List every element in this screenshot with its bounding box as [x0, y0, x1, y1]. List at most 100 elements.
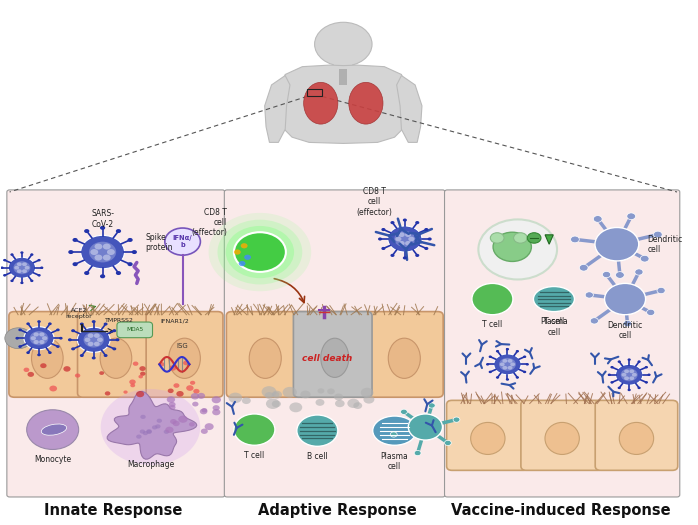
Circle shape — [22, 269, 27, 273]
Text: ACE2
receptor: ACE2 receptor — [66, 309, 92, 319]
Circle shape — [201, 428, 208, 434]
Circle shape — [136, 435, 142, 439]
Circle shape — [132, 250, 137, 254]
Circle shape — [514, 233, 527, 243]
Circle shape — [640, 255, 649, 262]
Circle shape — [500, 362, 505, 366]
Circle shape — [140, 366, 146, 371]
Circle shape — [131, 384, 135, 387]
Circle shape — [244, 255, 251, 260]
Circle shape — [225, 226, 294, 278]
Circle shape — [48, 351, 52, 354]
Circle shape — [408, 414, 443, 440]
FancyBboxPatch shape — [224, 190, 445, 497]
Circle shape — [591, 318, 598, 324]
Ellipse shape — [388, 338, 420, 379]
Circle shape — [56, 345, 60, 348]
Circle shape — [20, 251, 24, 254]
Circle shape — [506, 348, 509, 351]
Circle shape — [170, 419, 177, 424]
Circle shape — [429, 403, 436, 408]
Bar — [339, 69, 348, 85]
Circle shape — [5, 328, 32, 349]
Circle shape — [68, 250, 73, 254]
Text: Monocyte: Monocyte — [34, 455, 71, 464]
Circle shape — [177, 391, 184, 396]
Circle shape — [381, 228, 385, 231]
Circle shape — [523, 371, 526, 373]
Text: B cell: B cell — [307, 452, 327, 460]
Circle shape — [15, 337, 19, 340]
Circle shape — [290, 403, 302, 412]
Circle shape — [602, 271, 611, 278]
Circle shape — [27, 351, 30, 354]
Circle shape — [202, 408, 207, 413]
Circle shape — [211, 396, 221, 403]
Circle shape — [84, 338, 91, 342]
Ellipse shape — [304, 82, 338, 124]
Circle shape — [621, 373, 626, 376]
Circle shape — [39, 340, 45, 344]
Circle shape — [101, 389, 200, 465]
Circle shape — [493, 232, 531, 261]
Circle shape — [172, 421, 179, 426]
Bar — [307, 89, 322, 97]
Circle shape — [405, 233, 411, 237]
Circle shape — [300, 391, 311, 398]
Circle shape — [167, 396, 175, 403]
Text: CD8 T
cell
(effector): CD8 T cell (effector) — [191, 207, 227, 237]
Circle shape — [136, 391, 144, 397]
Circle shape — [272, 401, 281, 407]
Text: CD8 T
cell
(effector): CD8 T cell (effector) — [356, 187, 392, 216]
Circle shape — [415, 254, 419, 257]
Circle shape — [116, 271, 121, 275]
Circle shape — [453, 417, 460, 422]
Circle shape — [489, 371, 492, 373]
Circle shape — [424, 228, 429, 231]
Circle shape — [493, 354, 521, 375]
Circle shape — [445, 440, 452, 446]
Circle shape — [205, 423, 214, 430]
FancyBboxPatch shape — [9, 312, 86, 397]
Circle shape — [155, 424, 161, 428]
Circle shape — [266, 398, 280, 409]
Circle shape — [152, 425, 158, 429]
Circle shape — [415, 221, 419, 224]
FancyBboxPatch shape — [117, 322, 153, 338]
Circle shape — [27, 322, 30, 325]
Circle shape — [608, 373, 611, 376]
Circle shape — [168, 388, 174, 393]
Circle shape — [103, 255, 111, 260]
FancyBboxPatch shape — [521, 401, 603, 470]
Circle shape — [403, 256, 407, 259]
Circle shape — [628, 359, 631, 361]
FancyBboxPatch shape — [595, 401, 678, 470]
Ellipse shape — [470, 423, 505, 455]
Circle shape — [297, 415, 338, 446]
Circle shape — [17, 269, 22, 273]
Circle shape — [42, 336, 47, 340]
Circle shape — [112, 348, 117, 350]
Circle shape — [22, 262, 27, 266]
Ellipse shape — [100, 338, 132, 379]
Circle shape — [334, 394, 343, 401]
Circle shape — [24, 368, 29, 372]
Circle shape — [30, 254, 34, 256]
Circle shape — [401, 409, 408, 414]
Ellipse shape — [319, 338, 351, 379]
Polygon shape — [396, 76, 422, 142]
Circle shape — [1, 267, 3, 269]
Ellipse shape — [41, 424, 66, 435]
Circle shape — [628, 388, 631, 391]
Circle shape — [405, 241, 411, 246]
Circle shape — [18, 345, 22, 348]
Text: TMPRSS2: TMPRSS2 — [105, 318, 134, 323]
Circle shape — [616, 364, 643, 385]
Circle shape — [193, 389, 200, 394]
Circle shape — [624, 376, 629, 380]
Circle shape — [618, 360, 621, 363]
Circle shape — [89, 242, 116, 262]
Circle shape — [348, 398, 359, 408]
Circle shape — [107, 249, 115, 255]
Circle shape — [428, 237, 431, 240]
